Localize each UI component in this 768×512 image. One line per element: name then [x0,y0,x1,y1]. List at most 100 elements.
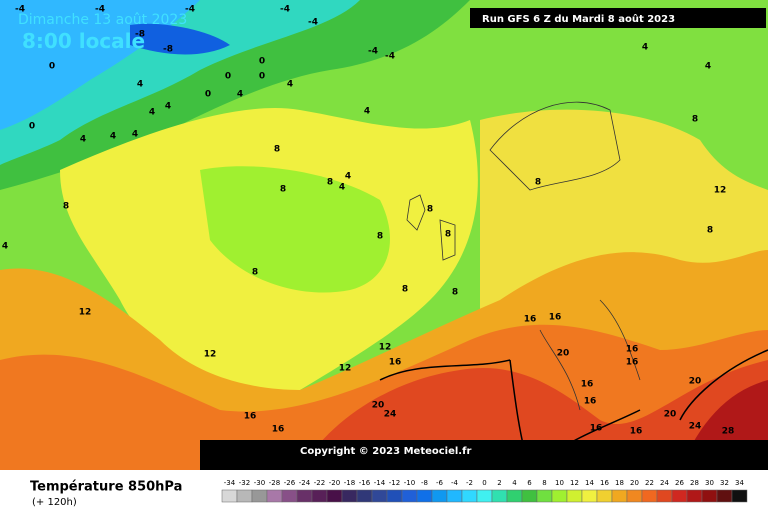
legend-label: -18 [344,479,355,487]
legend-swatch [446,489,463,503]
footer-title: Température 850hPa [30,480,182,495]
legend-label: -26 [284,479,296,487]
isotherm-label: 8 [707,226,713,236]
legend-label: -24 [299,479,311,487]
isotherm-label: 4 [137,80,143,90]
legend-label: 32 [720,479,729,487]
isotherm-label: 0 [49,62,55,72]
legend-label: 30 [705,479,714,487]
legend-swatch [281,489,298,503]
legend-swatch [596,489,613,503]
isotherm-label: 4 [339,183,345,193]
isotherm-label: 0 [225,72,231,82]
isotherm-label: 8 [252,268,258,278]
legend-swatch [641,489,658,503]
isotherm-label: 4 [149,108,155,118]
footer-subtitle: (+ 120h) [32,497,77,508]
legend-swatch [221,489,238,503]
border-line [379,349,768,471]
legend-label: -2 [466,479,473,487]
isotherm-label: 8 [692,115,698,125]
legend-swatch [371,489,388,503]
isotherm-label: 16 [630,427,643,437]
legend-swatch [416,489,433,503]
isotherm-label: 16 [626,345,639,355]
legend-label: -20 [329,479,340,487]
run-label: Run GFS 6 Z du Mardi 8 août 2023 [482,13,675,25]
legend-swatch [296,489,313,503]
legend-swatch [521,489,538,503]
legend-swatch [341,489,358,503]
legend-swatch [236,489,253,503]
legend-label: 6 [527,479,532,487]
legend-swatch [311,489,328,503]
isotherm-label: 16 [626,358,639,368]
isotherm-label: 4 [237,90,243,100]
isotherm-label: 20 [372,401,385,411]
isotherm-label: 24 [689,422,702,432]
isotherm-label: -4 [368,47,378,57]
isotherm-label: 4 [287,80,293,90]
copyright-banner [200,440,768,470]
legend-label: -6 [436,479,444,487]
legend-label: 8 [542,479,546,487]
legend-swatch [626,489,643,503]
legend-label: 4 [512,479,517,487]
legend-swatch [356,489,373,503]
legend-swatch [476,489,493,503]
legend-swatch [686,489,703,503]
isotherm-label: -4 [308,18,318,28]
isotherm-label: 8 [274,145,280,155]
legend-label: -10 [404,479,415,487]
isotherm-label: 24 [384,410,397,420]
legend-label: 24 [660,479,669,487]
isotherm-label: 8 [402,285,408,295]
legend-label: 28 [690,479,699,487]
legend-label: -30 [254,479,265,487]
legend-swatch [251,489,268,503]
cold-zone [130,23,230,55]
legend-label: 2 [497,479,501,487]
legend-label: -4 [451,479,459,487]
isotherm-label: -4 [385,52,395,62]
legend-swatch [491,489,508,503]
isotherm-label: -8 [163,45,173,55]
legend-swatch [326,489,343,503]
legend-label: 18 [615,479,624,487]
isotherm-label: 20 [557,349,570,359]
legend-swatch [656,489,673,503]
isotherm-label: 4 [345,172,351,182]
legend-label: -32 [239,479,250,487]
isotherm-label: 12 [79,308,92,318]
isotherm-label: 28 [722,427,735,437]
isotherm-label: 12 [714,186,727,196]
legend-label: -34 [224,479,236,487]
isotherm-label: 8 [535,178,541,188]
legend-swatch [386,489,403,503]
isotherm-label: 8 [452,288,458,298]
isotherm-label: 4 [642,43,648,53]
isotherm-label: -4 [185,5,195,15]
isotherm-label: 12 [204,350,217,360]
legend-label: 10 [555,479,564,487]
legend-label: -28 [269,479,280,487]
isotherm-label: 16 [524,315,537,325]
legend-swatch [731,489,748,503]
isotherm-label: 4 [132,130,138,140]
isotherm-label: 12 [379,343,392,353]
isotherm-label: 4 [705,62,711,72]
legend-label: -14 [374,479,386,487]
legend-label: 12 [570,479,579,487]
legend-label: 34 [735,479,744,487]
legend-swatch [701,489,718,503]
legend-swatch [581,489,598,503]
isotherm-label: -8 [135,30,145,40]
isotherm-label: 20 [664,410,677,420]
isotherm-label: 8 [445,230,451,240]
legend-label: 0 [482,479,486,487]
copyright: Copyright © 2023 Meteociel.fr [300,446,471,457]
isotherm-label: 4 [364,107,370,117]
legend-label: 14 [585,479,594,487]
forecast-time: 8:00 locale [22,29,145,53]
